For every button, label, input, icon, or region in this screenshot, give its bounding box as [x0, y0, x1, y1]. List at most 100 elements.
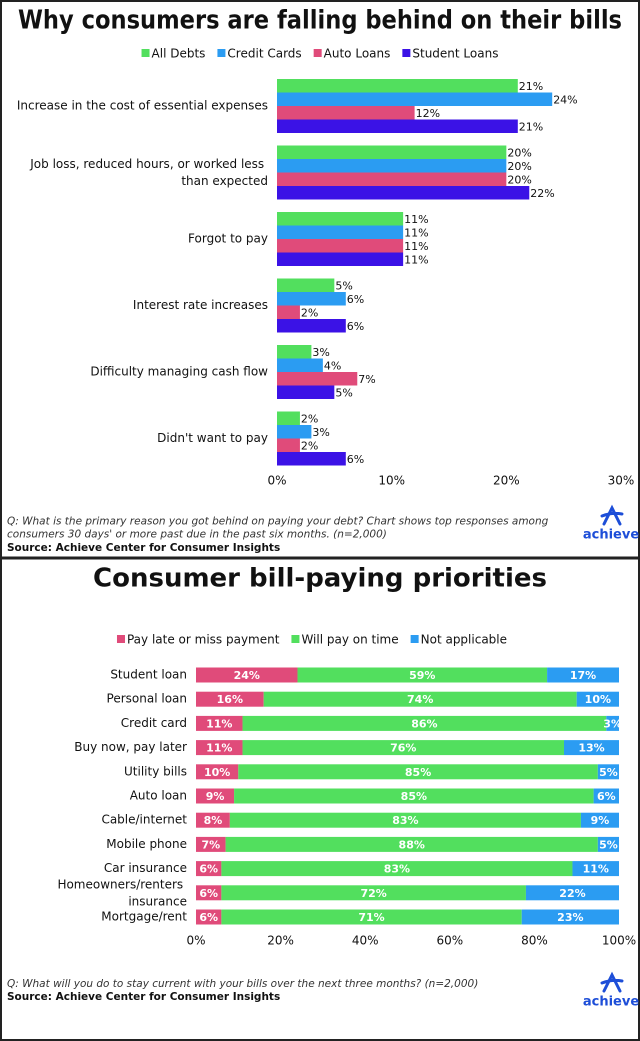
- bar-segment: [564, 740, 619, 756]
- value-label: 13%: [578, 742, 604, 755]
- bar-segment: [196, 836, 226, 852]
- value-label: 5%: [335, 279, 352, 292]
- value-label: 7%: [358, 373, 375, 386]
- legend-swatch: [141, 49, 150, 57]
- bar-segment: [196, 788, 235, 804]
- category-label: Utility bills: [124, 764, 187, 778]
- bar-segment: [229, 812, 581, 828]
- logo-mark: [600, 971, 624, 993]
- bar: [277, 345, 312, 359]
- x-tick-label: 80%: [521, 934, 548, 948]
- bar-segment: [196, 667, 298, 683]
- bar-segment: [263, 691, 577, 707]
- value-label: 11%: [206, 742, 232, 755]
- logo: achieve: [583, 528, 639, 543]
- source: Source: Achieve Center for Consumer Insi…: [7, 991, 280, 1003]
- legend: All Debts Credit Cards Auto Loans Student L…: [141, 47, 498, 61]
- bar-segment: [597, 764, 619, 780]
- category-label: Job loss, reduced hours, or worked less …: [29, 157, 268, 188]
- bar-segment: [196, 691, 264, 707]
- value-label: 11%: [206, 717, 232, 730]
- x-tick-label: 20%: [493, 474, 520, 488]
- bar: [277, 292, 346, 306]
- chart-title: Consumer bill-paying priorities: [93, 564, 547, 594]
- bar: [277, 225, 404, 239]
- bar-segment: [242, 715, 607, 731]
- value-label: 4%: [324, 359, 341, 372]
- footnote: Q: What is the primary reason you got be…: [7, 516, 552, 541]
- value-label: 5%: [599, 766, 618, 779]
- logo-mark: [600, 504, 624, 526]
- value-label: 21%: [519, 120, 543, 133]
- x-tick-label: 10%: [378, 474, 405, 488]
- value-label: 85%: [405, 766, 431, 779]
- bar: [277, 92, 553, 106]
- legend-swatch: [291, 635, 300, 643]
- value-label: 6%: [597, 790, 616, 803]
- value-label: 21%: [519, 80, 543, 93]
- category-label: Difficulty managing cash flow: [90, 365, 268, 379]
- bar: [277, 252, 404, 266]
- value-label: 22%: [530, 187, 554, 200]
- category-label: Mortgage/rent: [101, 910, 187, 924]
- bar: [277, 411, 300, 425]
- bar-segment: [580, 812, 619, 828]
- legend-swatch: [217, 49, 226, 57]
- bar: [277, 425, 312, 439]
- value-label: 86%: [411, 717, 437, 730]
- footnote: Q: What will you do to stay current with…: [7, 978, 478, 990]
- value-label: 71%: [358, 911, 384, 924]
- bar: [277, 212, 404, 226]
- bar: [277, 186, 530, 200]
- value-label: 74%: [407, 693, 433, 706]
- bar-segment: [225, 836, 598, 852]
- value-label: 6%: [199, 911, 218, 924]
- legend: Pay late or miss payment Will pay on time…: [116, 633, 507, 647]
- bar-segment: [234, 788, 594, 804]
- legend-label: Credit Cards: [227, 47, 301, 61]
- value-label: 6%: [347, 453, 364, 466]
- legend-swatch: [116, 635, 125, 643]
- bar-segment: [196, 740, 243, 756]
- legend-swatch: [313, 49, 322, 57]
- value-label: 16%: [217, 693, 243, 706]
- category-label: Student loan: [110, 668, 187, 682]
- bar: [277, 452, 346, 466]
- bar-segment: [297, 667, 548, 683]
- bar-segment: [593, 788, 619, 804]
- bar: [277, 319, 346, 333]
- legend-label: Not applicable: [421, 633, 507, 647]
- value-label: 11%: [404, 240, 428, 253]
- category-label: Interest rate increases: [133, 298, 268, 312]
- value-label: 20%: [507, 146, 531, 159]
- value-label: 59%: [409, 669, 435, 682]
- value-label: 22%: [559, 887, 585, 900]
- value-label: 8%: [204, 814, 223, 827]
- bar: [277, 145, 507, 159]
- bar-segment: [221, 861, 573, 877]
- value-label: 6%: [199, 887, 218, 900]
- source: Source: Achieve Center for Consumer Insi…: [7, 542, 280, 554]
- x-tick-label: 0%: [267, 474, 286, 488]
- bar: [277, 79, 518, 93]
- legend-swatch: [410, 635, 419, 643]
- category-label: Increase in the cost of essential expens…: [17, 99, 268, 113]
- legend-label: Pay late or miss payment: [127, 633, 280, 647]
- category-label: Personal loan: [107, 692, 187, 706]
- value-label: 2%: [301, 439, 318, 452]
- legend-label: All Debts: [152, 47, 206, 61]
- value-label: 24%: [553, 93, 577, 106]
- bar: [277, 385, 335, 399]
- bar: [277, 106, 415, 120]
- category-label: Car insurance: [104, 861, 187, 875]
- value-label: 11%: [404, 226, 428, 239]
- category-label: Didn't want to pay: [157, 431, 268, 445]
- value-label: 6%: [199, 863, 218, 876]
- value-label: 11%: [583, 863, 609, 876]
- value-label: 9%: [591, 814, 610, 827]
- bar-segment: [597, 836, 619, 852]
- bar-segment: [576, 691, 619, 707]
- bar-segment: [196, 909, 222, 925]
